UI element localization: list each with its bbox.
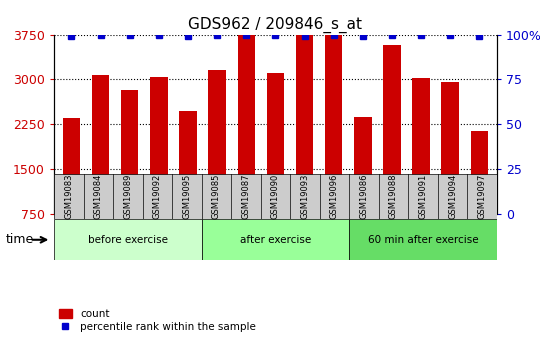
Text: GSM19091: GSM19091 [418, 174, 428, 219]
FancyBboxPatch shape [201, 219, 349, 260]
Bar [296, 0, 313, 214]
Bar [179, 111, 197, 214]
Bar [354, 117, 372, 214]
Bar [267, 73, 284, 214]
FancyBboxPatch shape [349, 219, 497, 260]
Title: GDS962 / 209846_s_at: GDS962 / 209846_s_at [188, 17, 362, 33]
Text: GSM19092: GSM19092 [153, 174, 162, 219]
Bar [121, 89, 138, 214]
Text: GSM19097: GSM19097 [477, 174, 487, 219]
Bar [238, 30, 255, 214]
Text: GSM19094: GSM19094 [448, 174, 457, 219]
Text: GSM19096: GSM19096 [330, 174, 339, 219]
Text: before exercise: before exercise [88, 235, 168, 245]
Text: GSM19089: GSM19089 [123, 174, 132, 219]
Text: after exercise: after exercise [240, 235, 311, 245]
Bar [63, 118, 80, 214]
Bar [470, 131, 488, 214]
Bar [92, 75, 109, 214]
Text: GSM19083: GSM19083 [64, 174, 73, 219]
Text: GSM19084: GSM19084 [94, 174, 103, 219]
Bar [325, 30, 342, 214]
Text: GSM19087: GSM19087 [241, 174, 251, 219]
Legend: count, percentile rank within the sample: count, percentile rank within the sample [59, 309, 256, 332]
Text: GSM19090: GSM19090 [271, 174, 280, 219]
Bar [441, 82, 459, 214]
Text: GSM19086: GSM19086 [360, 174, 368, 219]
Text: GSM19093: GSM19093 [300, 174, 309, 219]
Text: GSM19085: GSM19085 [212, 174, 221, 219]
Text: time: time [5, 233, 33, 246]
Text: GSM19095: GSM19095 [183, 174, 191, 219]
Bar [150, 77, 167, 214]
Bar [208, 70, 226, 214]
Bar [383, 45, 401, 214]
FancyBboxPatch shape [54, 174, 497, 219]
FancyBboxPatch shape [54, 219, 201, 260]
Text: 60 min after exercise: 60 min after exercise [368, 235, 478, 245]
Bar [413, 78, 430, 214]
Text: GSM19088: GSM19088 [389, 174, 398, 219]
